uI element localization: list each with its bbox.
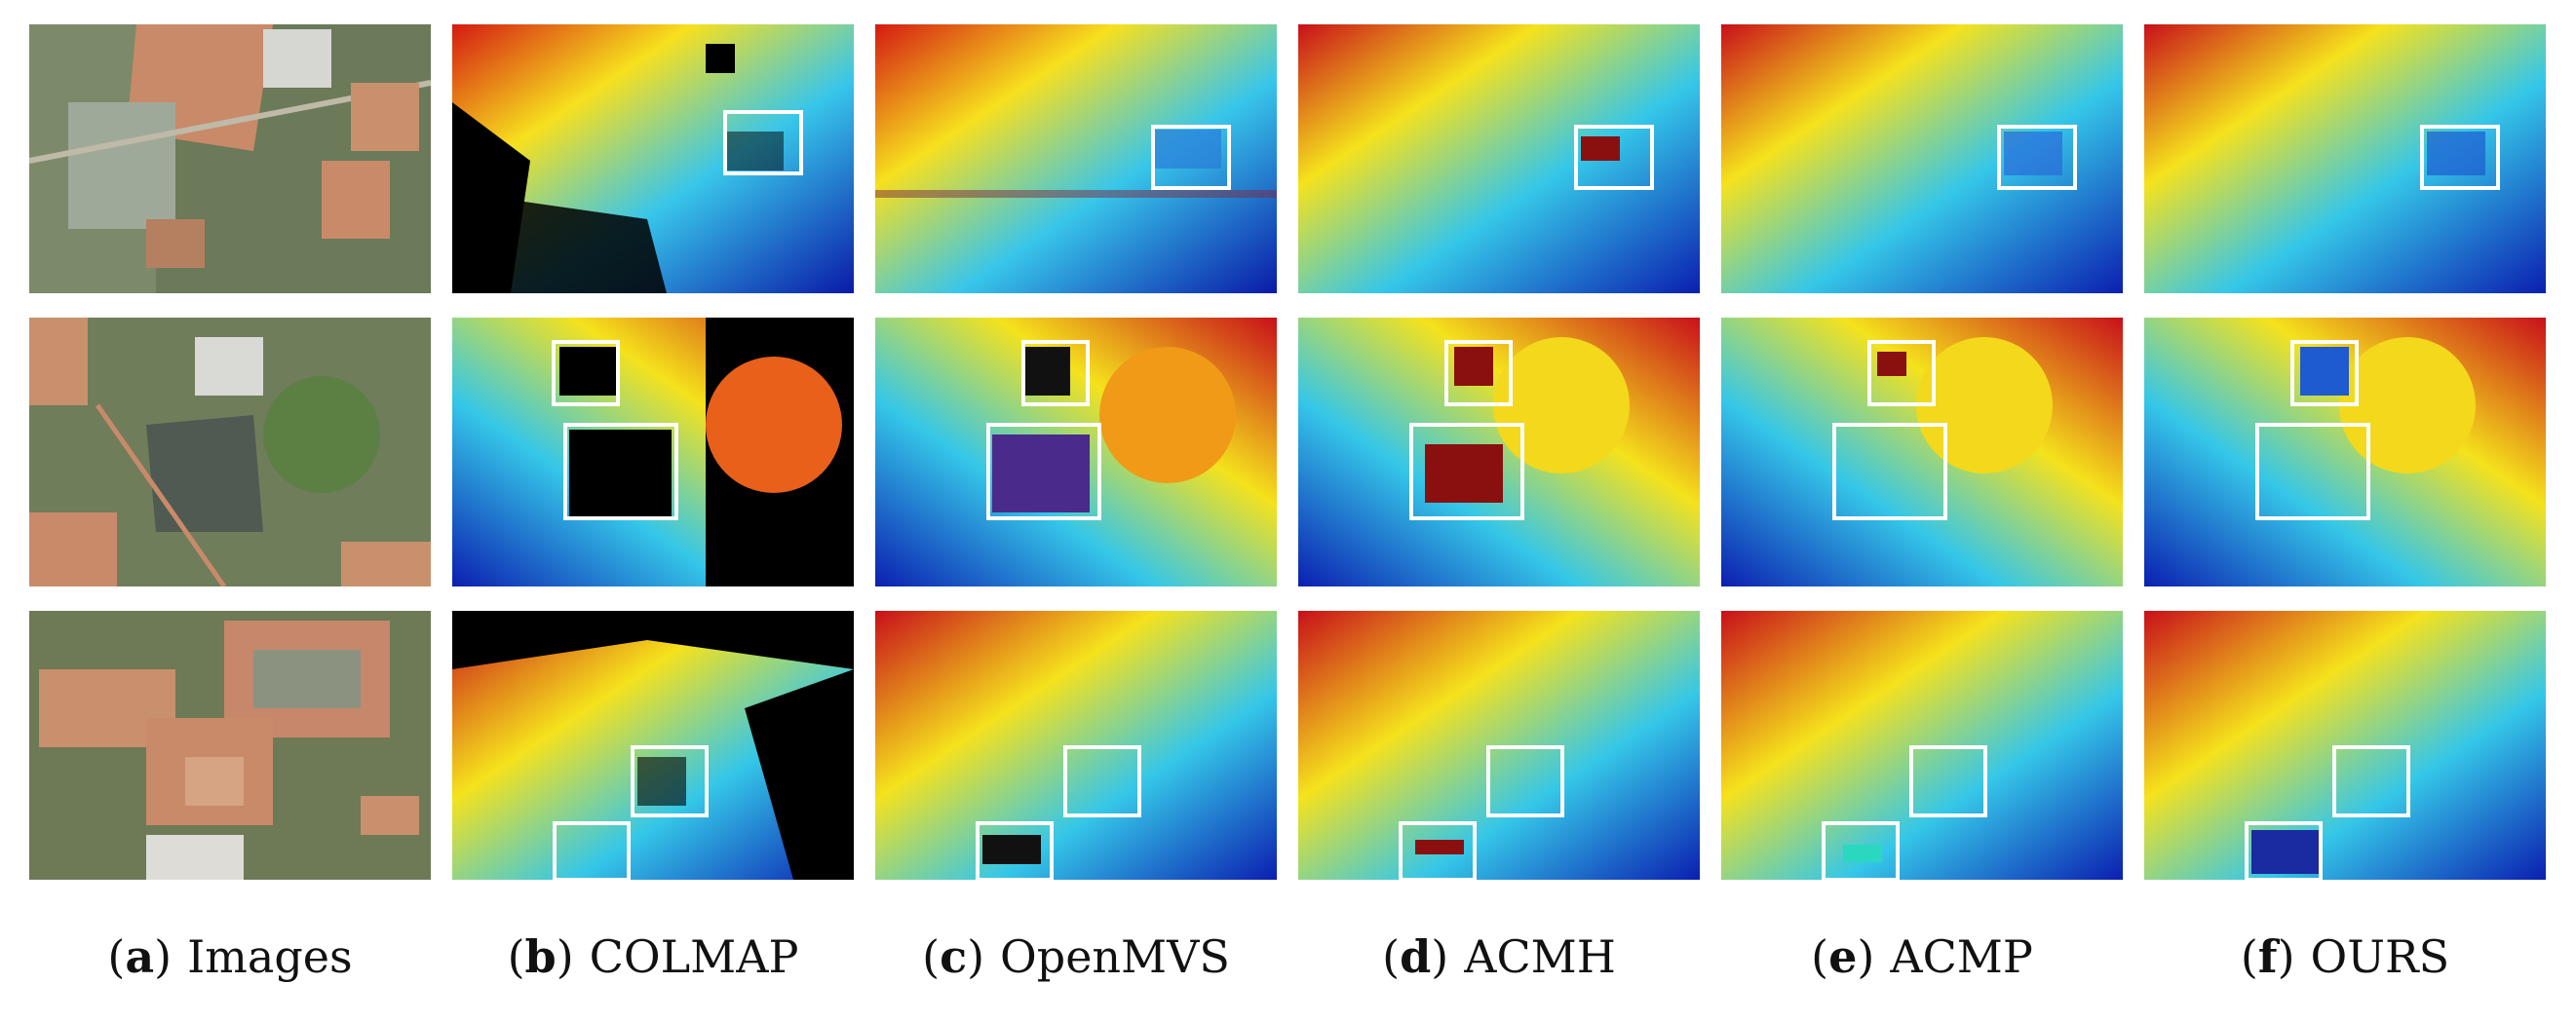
depth-map-openmvs-row-1 xyxy=(875,24,1277,293)
depth-map-openmvs-row-3 xyxy=(875,611,1277,880)
depth-map-ours-row-2 xyxy=(2144,318,2546,586)
aerial-image-row-2 xyxy=(29,318,431,586)
depth-map-acmp-row-3 xyxy=(1721,611,2123,880)
depth-map-colmap-row-1 xyxy=(452,24,854,293)
caption-c: (c) OpenMVS xyxy=(922,930,1230,983)
depth-map-acmh-row-3 xyxy=(1298,611,1700,880)
depth-map-acmp-row-2 xyxy=(1721,318,2123,586)
caption-f: (f) OURS xyxy=(2240,930,2450,983)
depth-map-colmap-row-2 xyxy=(452,318,854,586)
aerial-image-row-3 xyxy=(29,611,431,880)
depth-map-ours-row-1 xyxy=(2144,24,2546,293)
aerial-image-row-1 xyxy=(29,24,431,293)
depth-map-ours-row-3 xyxy=(2144,611,2546,880)
caption-b: (b) COLMAP xyxy=(507,930,799,983)
depth-map-openmvs-row-2 xyxy=(875,318,1277,586)
caption-d: (d) ACMH xyxy=(1382,930,1616,983)
depth-map-colmap-row-3 xyxy=(452,611,854,880)
depth-map-acmh-row-2 xyxy=(1298,318,1700,586)
caption-a: (a) Images xyxy=(107,930,353,983)
caption-e: (e) ACMP xyxy=(1811,930,2033,983)
depth-map-acmh-row-1 xyxy=(1298,24,1700,293)
depth-map-acmp-row-1 xyxy=(1721,24,2123,293)
